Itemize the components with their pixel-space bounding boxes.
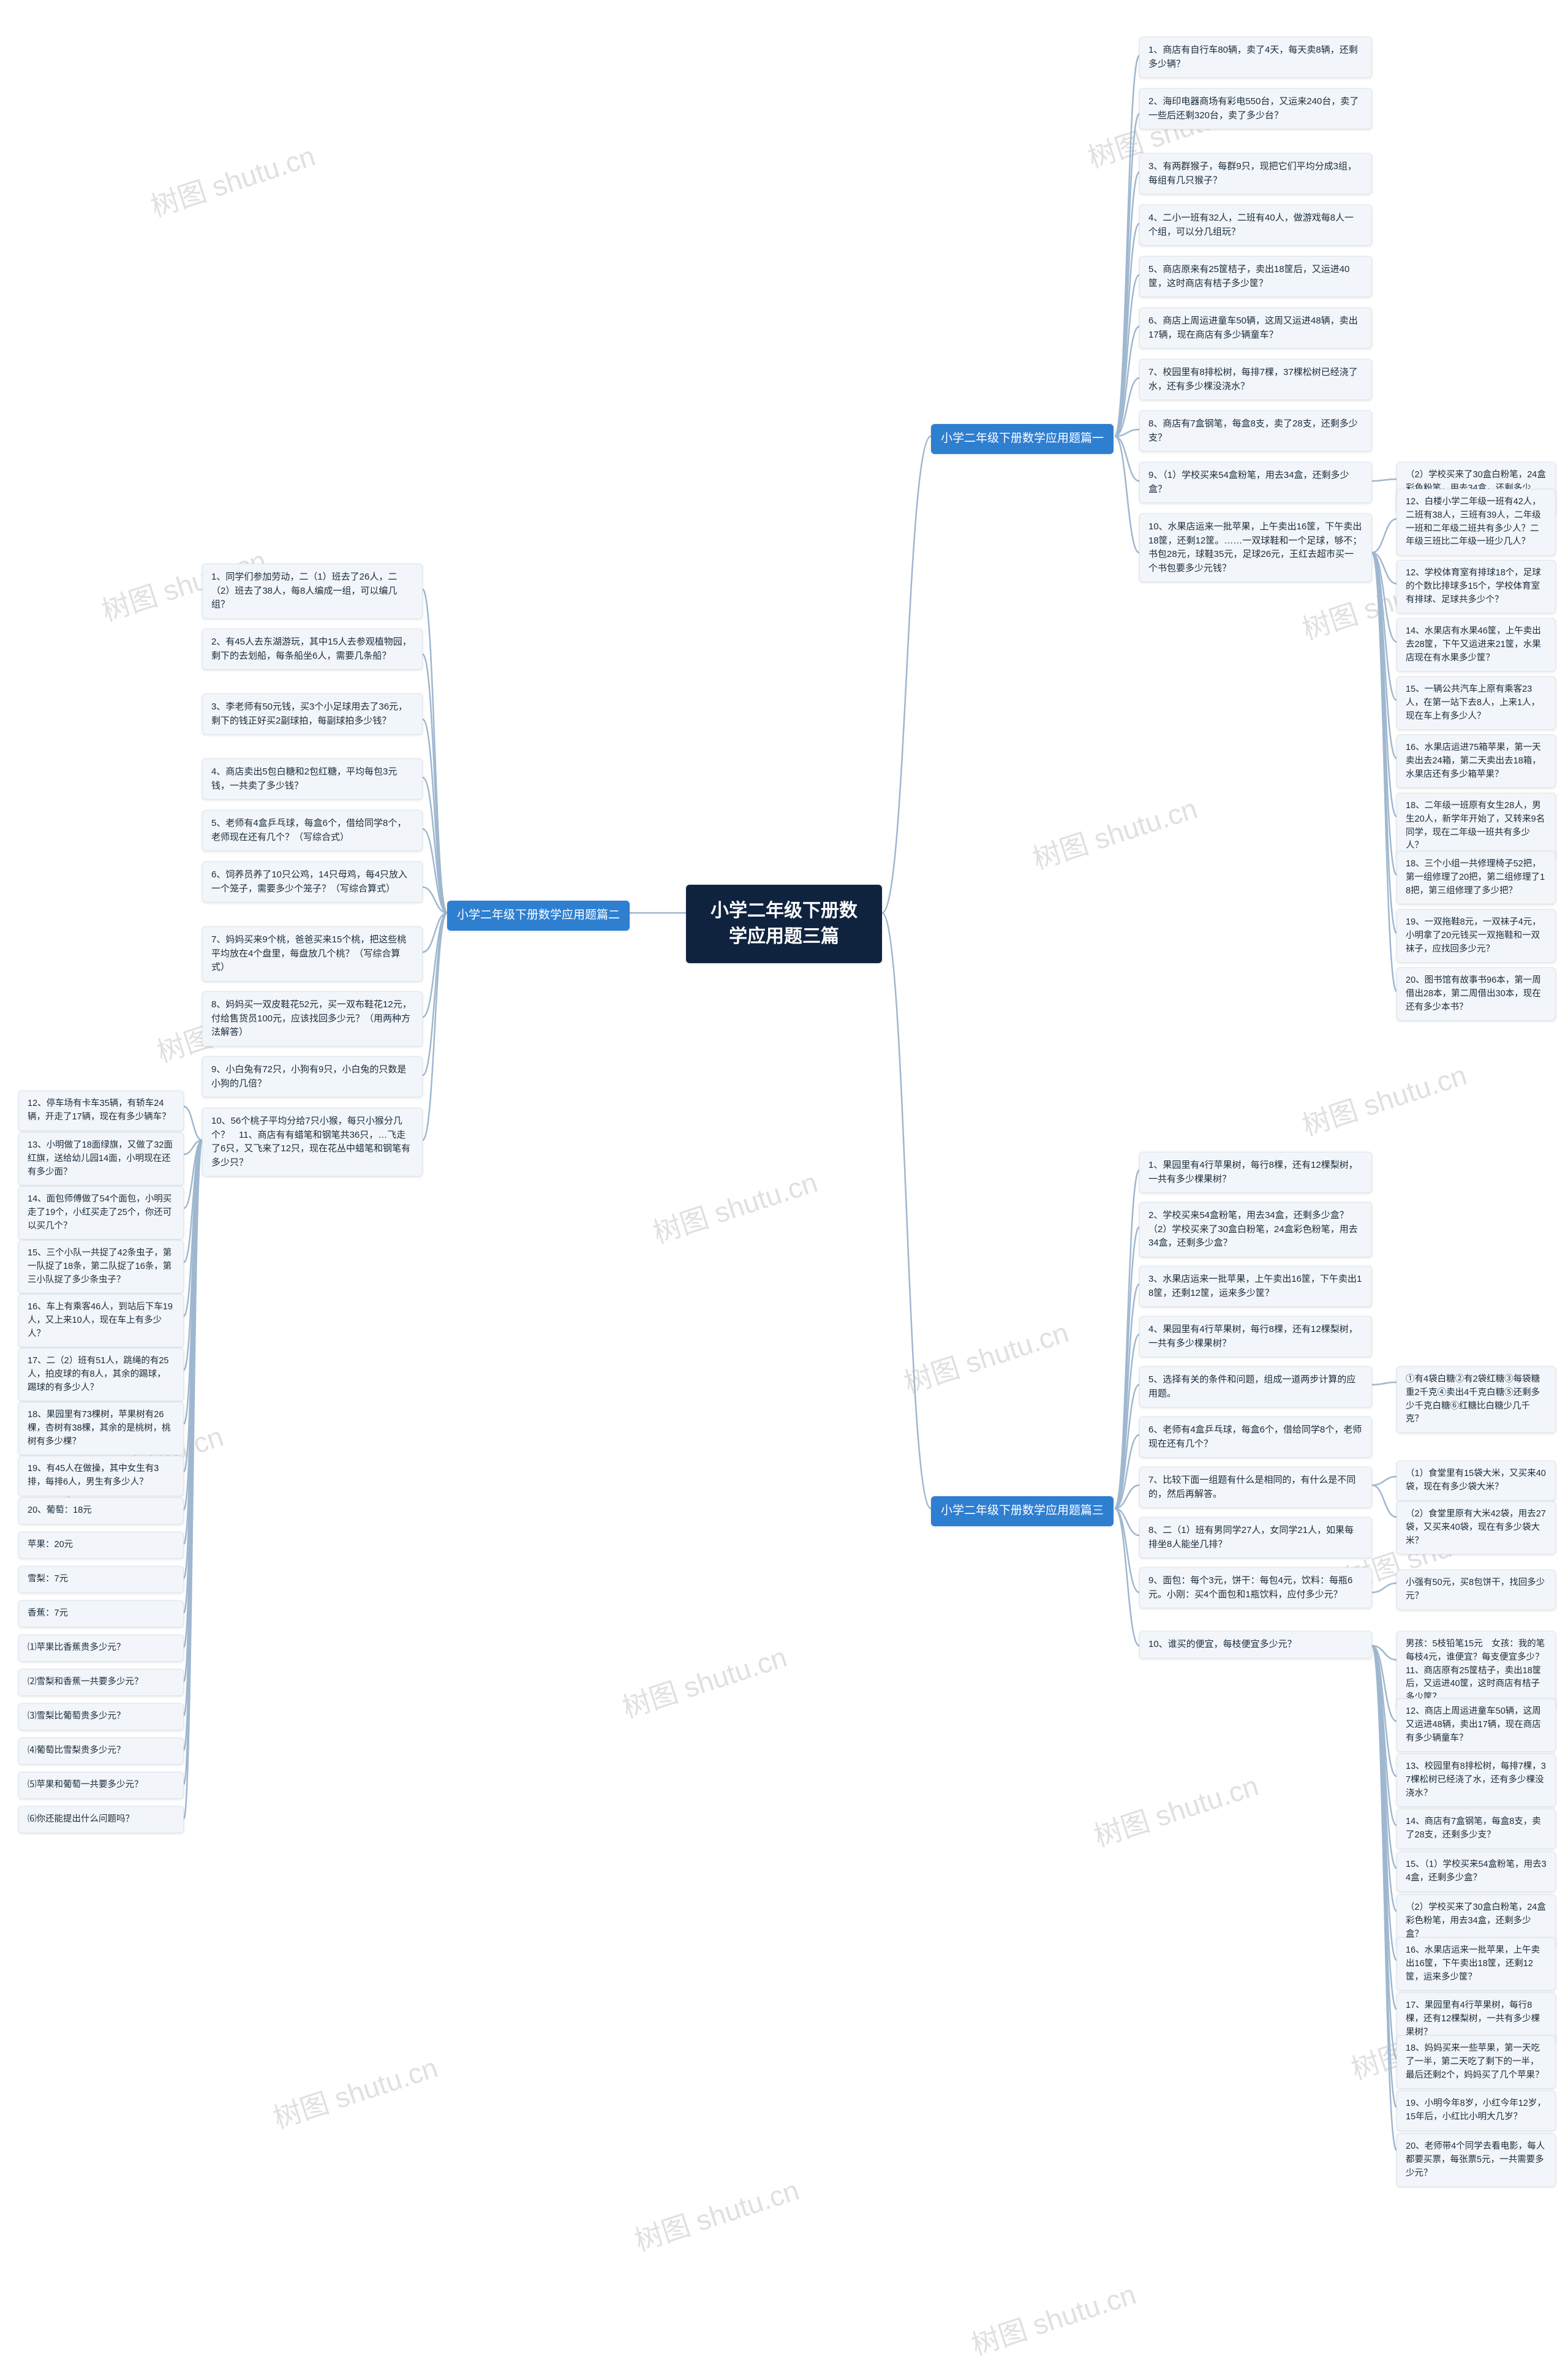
b2-sub10-9: 苹果：20元 xyxy=(18,1532,184,1559)
b1-item-9: 10、水果店运来一批苹果，上午卖出16筐，下午卖出18筐，还剩12筐。……一双球… xyxy=(1139,513,1372,582)
b2-item-8: 9、小白兔有72只，小狗有9只，小白兔的只数是小狗的几倍？ xyxy=(202,1056,423,1097)
b3-item-5: 6、老师有4盒乒乓球，每盒6个，借给同学8个，老师现在还有几个？ xyxy=(1139,1417,1372,1458)
b1-item-5: 6、商店上周运进童车50辆，这周又运进48辆，卖出17辆，现在商店有多少辆童车？ xyxy=(1139,308,1372,349)
b1-item-8: 9、（1）学校买来54盒粉笔，用去34盒，还剩多少盒？ xyxy=(1139,462,1372,503)
b3-sub7-1: （2）食堂里原有大米42袋，用去27袋，又买来40袋，现在有多少袋大米？ xyxy=(1396,1501,1556,1554)
b1-sub10-7: 19、一双拖鞋8元，一双袜子4元，小明拿了20元钱买一双拖鞋和一双袜子，应找回多… xyxy=(1396,909,1556,963)
watermark: 树图 shutu.cn xyxy=(145,134,320,225)
b1-sub10-6: 18、三个小组一共修理椅子52把，第一组修理了20把，第二组修理了18把，第三组… xyxy=(1396,851,1556,904)
b2-sub10-14: ⑶雪梨比葡萄贵多少元？ xyxy=(18,1703,184,1730)
b3-sub10-10: 20、老师带4个同学去看电影，每人都要买票，每张票5元，一共需要多少元？ xyxy=(1396,2133,1556,2187)
b2-sub10-10: 雪梨：7元 xyxy=(18,1566,184,1593)
b3-sub10-4: 15、（1）学校买来54盒粉笔，用去34盒，还剩多少盒？ xyxy=(1396,1852,1556,1892)
b3-item-3: 4、果园里有4行苹果树，每行8棵，还有12棵梨树，一共有多少棵果树？ xyxy=(1139,1316,1372,1357)
watermark: 树图 shutu.cn xyxy=(617,1635,791,1727)
b1-item-0: 1、商店有自行车80辆，卖了4天，每天卖8辆，还剩多少辆？ xyxy=(1139,37,1372,78)
b2-item-1: 2、有45人去东湖游玩，其中15人去参观植物园，剩下的去划船，每条船坐6人，需要… xyxy=(202,629,423,670)
branch-3-label: 小学二年级下册数学应用题篇三 xyxy=(941,1504,1104,1517)
b2-sub10-3: 15、三个小队一共捉了42条虫子，第一队捉了18条，第二队捉了16条，第三小队捉… xyxy=(18,1240,184,1293)
b3-item-2: 3、水果店运来一批苹果，上午卖出16筐，下午卖出18筐，还剩12筐，运来多少筐？ xyxy=(1139,1266,1372,1307)
watermark: 树图 shutu.cn xyxy=(629,2168,804,2260)
b1-sub10-5: 18、二年级一班原有女生28人，男生20人，新学年开始了，又转来9名同学，现在二… xyxy=(1396,793,1556,860)
b1-item-3: 4、二小一班有32人，二班有40人，做游戏每8人一个组，可以分几组玩？ xyxy=(1139,205,1372,246)
b2-item-5: 6、饲养员养了10只公鸡，14只母鸡，每4只放入一个笼子，需要多少个笼子？（写综… xyxy=(202,861,423,902)
b3-item-0: 1、果园里有4行苹果树，每行8棵，还有12棵梨树，一共有多少棵果树？ xyxy=(1139,1152,1372,1193)
b2-sub10-12: ⑴苹果比香蕉贵多少元？ xyxy=(18,1635,184,1662)
watermark: 树图 shutu.cn xyxy=(1027,787,1202,878)
b3-item-1: 2、学校买来54盒粉笔，用去34盒，还剩多少盒？（2）学校买来了30盒白粉笔，2… xyxy=(1139,1202,1372,1257)
b3-item-9: 10、谁买的便宜，每枝便宜多少元？ xyxy=(1139,1631,1372,1659)
b2-sub10-4: 16、车上有乘客46人，到站后下车19人，又上来10人，现在车上有多少人？ xyxy=(18,1294,184,1347)
b1-item-7: 8、商店有7盒钢笔，每盒8支，卖了28支，还剩多少支？ xyxy=(1139,411,1372,452)
b3-sub5-0: ①有4袋白糖②有2袋红糖③每袋糖重2千克④卖出4千克白糖⑤还剩多少千克白糖⑥红糖… xyxy=(1396,1366,1556,1433)
b2-sub10-8: 20、葡萄：18元 xyxy=(18,1497,184,1524)
b2-item-9: 10、56个桃子平均分给7只小猴，每只小猴分几个？ 11、商店有有蜡笔和钢笔共3… xyxy=(202,1108,423,1176)
b2-item-0: 1、同学们参加劳动，二（1）班去了26人，二（2）班去了38人，每8人编成一组，… xyxy=(202,564,423,619)
b2-item-2: 3、李老师有50元钱，买3个小足球用去了36元，剩下的钱正好买2副球拍，每副球拍… xyxy=(202,694,423,735)
b2-sub10-17: ⑹你还能提出什么问题吗？ xyxy=(18,1806,184,1833)
branch-2[interactable]: 小学二年级下册数学应用题篇二 xyxy=(447,901,630,931)
b2-sub10-16: ⑸苹果和葡萄一共要多少元？ xyxy=(18,1772,184,1799)
b2-item-7: 8、妈妈买一双皮鞋花52元，买一双布鞋花12元，付给售货员100元，应该找回多少… xyxy=(202,991,423,1046)
b1-item-4: 5、商店原来有25筐桔子，卖出18筐后，又运进40筐，这时商店有桔子多少筐？ xyxy=(1139,256,1372,297)
branch-3[interactable]: 小学二年级下册数学应用题篇三 xyxy=(931,1496,1114,1526)
b2-item-3: 4、商店卖出5包白糖和2包红糖，平均每包3元钱，一共卖了多少钱？ xyxy=(202,759,423,800)
b3-item-7: 8、二（1）班有男同学27人，女同学21人，如果每排坐8人能坐几排？ xyxy=(1139,1517,1372,1558)
watermark: 树图 shutu.cn xyxy=(899,1311,1073,1402)
branch-1[interactable]: 小学二年级下册数学应用题篇一 xyxy=(931,424,1114,454)
b3-sub9-0: 小强有50元，买8包饼干，找回多少元？ xyxy=(1396,1570,1556,1610)
watermark: 树图 shutu.cn xyxy=(1088,1764,1263,1855)
b2-sub10-15: ⑷葡萄比雪梨贵多少元？ xyxy=(18,1738,184,1765)
b3-sub7-0: （1）食堂里有15袋大米，又买来40袋，现在有多少袋大米？ xyxy=(1396,1461,1556,1501)
b1-sub10-2: 14、水果店有水果46筐，上午卖出去28筐，下午又运进来21筐，水果店现在有水果… xyxy=(1396,618,1556,672)
watermark: 树图 shutu.cn xyxy=(647,1160,822,1252)
b1-item-1: 2、海印电器商场有彩电550台，又运来240台，卖了一些后还剩320台，卖了多少… xyxy=(1139,88,1372,129)
center-text: 小学二年级下册数学应用题三篇 xyxy=(710,901,858,947)
b3-sub10-3: 14、商店有7盒钢笔，每盒8支，卖了28支，还剩多少支？ xyxy=(1396,1809,1556,1849)
b1-sub10-1: 12、学校体育室有排球18个，足球的个数比排球多15个，学校体育室有排球、足球共… xyxy=(1396,560,1556,613)
watermark: 树图 shutu.cn xyxy=(966,2272,1140,2364)
b2-sub10-11: 香蕉：7元 xyxy=(18,1600,184,1627)
b3-item-6: 7、比较下面一组题有什么是相同的，有什么是不同的，然后再解答。 xyxy=(1139,1467,1372,1508)
b1-sub10-4: 16、水果店运进75箱苹果，第一天卖出去24箱，第二天卖出去18箱，水果店还有多… xyxy=(1396,735,1556,788)
b2-sub10-2: 14、面包师傅做了54个面包，小明买走了19个，小红买走了25个，你还可以买几个… xyxy=(18,1186,184,1239)
b2-sub10-13: ⑵雪梨和香蕉一共要多少元？ xyxy=(18,1669,184,1696)
watermark: 树图 shutu.cn xyxy=(268,2046,442,2137)
b1-item-2: 3、有两群猴子，每群9只，现把它们平均分成3组，每组有几只猴子？ xyxy=(1139,153,1372,194)
b3-item-8: 9、面包：每个3元，饼干：每包4元，饮料：每瓶6元。小刚：买4个面包和1瓶饮料，… xyxy=(1139,1567,1372,1608)
b2-sub10-5: 17、二（2）班有51人，跳绳的有25人，拍皮球的有8人，其余的踢球，踢球的有多… xyxy=(18,1348,184,1401)
watermark: 树图 shutu.cn xyxy=(1297,1053,1471,1145)
branch-1-label: 小学二年级下册数学应用题篇一 xyxy=(941,432,1104,445)
b3-item-4: 5、选择有关的条件和问题，组成一道两步计算的应用题。 xyxy=(1139,1366,1372,1407)
center-title: 小学二年级下册数学应用题三篇 xyxy=(686,885,882,963)
branch-2-label: 小学二年级下册数学应用题篇二 xyxy=(457,909,620,921)
b2-sub10-0: 12、停车场有卡车35辆，有轿车24辆，开走了17辆，现在有多少辆车？ xyxy=(18,1091,184,1131)
b3-sub10-2: 13、校园里有8排松树，每排7棵，37棵松树已经浇了水，还有多少棵没浇水？ xyxy=(1396,1754,1556,1807)
b2-sub10-6: 18、果园里有73棵树，苹果树有26棵，杏树有38棵，其余的是桃树，桃树有多少棵… xyxy=(18,1402,184,1455)
b2-sub10-7: 19、有45人在做操，其中女生有3排，每排6人，男生有多少人？ xyxy=(18,1456,184,1496)
b3-sub10-1: 12、商店上周运进童车50辆，这周又运进48辆，卖出17辆，现在商店有多少辆童车… xyxy=(1396,1698,1556,1752)
b3-sub10-9: 19、小明今年8岁，小红今年12岁，15年后，小红比小明大几岁？ xyxy=(1396,2091,1556,2131)
b2-item-4: 5、老师有4盒乒乓球，每盒6个，借给同学8个，老师现在还有几个？（写综合式） xyxy=(202,810,423,851)
b2-sub10-1: 13、小明做了18面绿旗，又做了32面红旗，送给幼儿园14面，小明现在还有多少面… xyxy=(18,1132,184,1186)
b3-sub10-8: 18、妈妈买来一些苹果，第一天吃了一半，第二天吃了剩下的一半，最后还剩2个，妈妈… xyxy=(1396,2035,1556,2089)
b1-sub10-8: 20、图书馆有故事书96本，第一周借出28本，第二周借出30本，现在还有多少本书… xyxy=(1396,967,1556,1021)
b2-item-6: 7、妈妈买来9个桃，爸爸买来15个桃，把这些桃平均放在4个盘里，每盘放几个桃？（… xyxy=(202,926,423,982)
b1-sub10-0: 12、白楼小学二年级一班有42人，二班有38人，三班有39人，二年级一班和二年级… xyxy=(1396,489,1556,556)
b3-sub10-6: 16、水果店运来一批苹果，上午卖出16筐，下午卖出18筐，还剩12筐，运来多少筐… xyxy=(1396,1937,1556,1991)
b1-item-6: 7、校园里有8排松树，每排7棵，37棵松树已经浇了水，还有多少棵没浇水？ xyxy=(1139,359,1372,400)
b1-sub10-3: 15、一辆公共汽车上原有乘客23人，在第一站下去8人，上来1人，现在车上有多少人… xyxy=(1396,676,1556,730)
